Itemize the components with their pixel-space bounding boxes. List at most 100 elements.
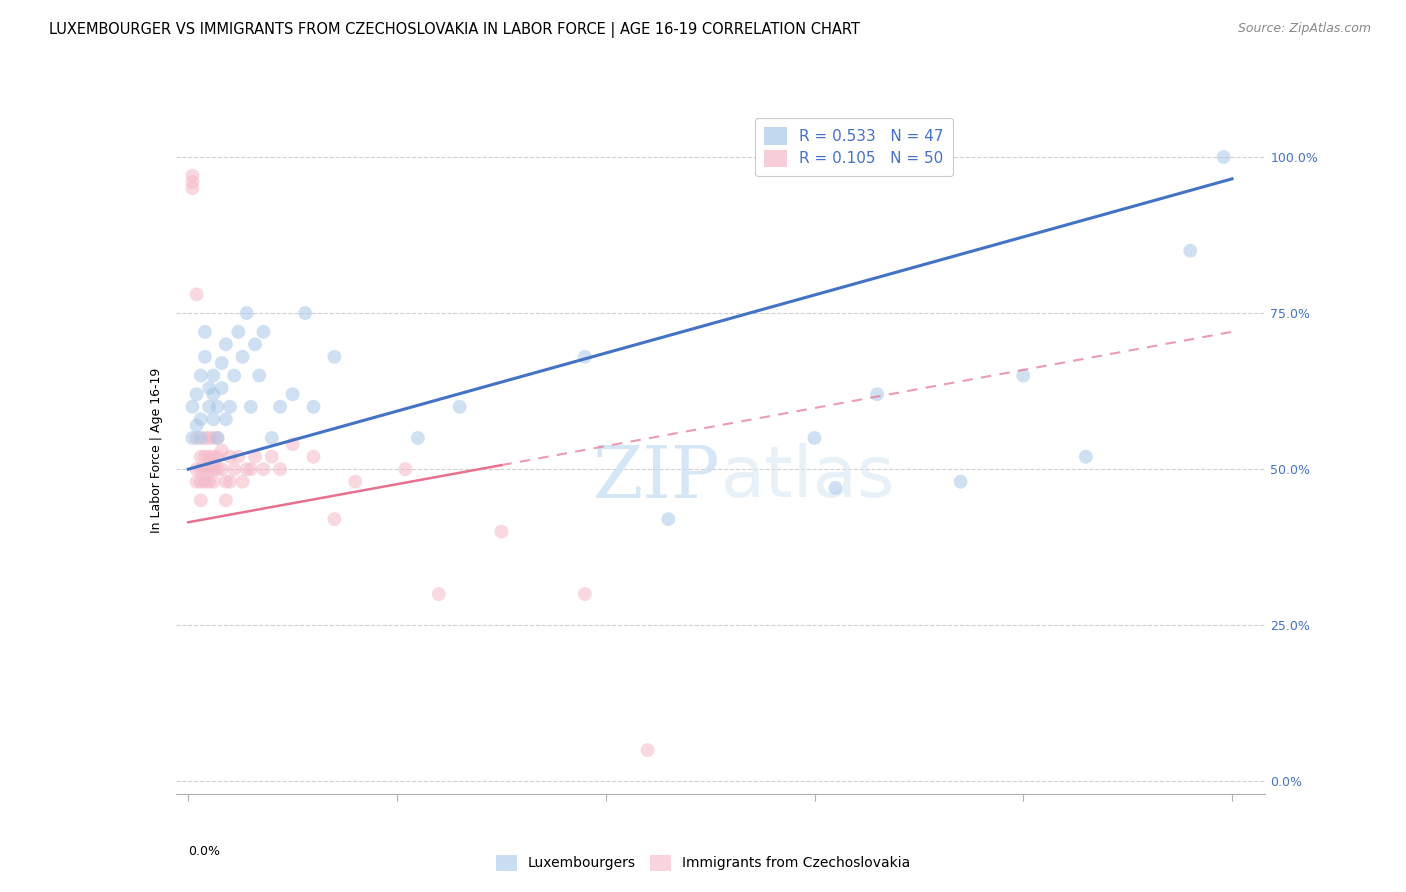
Point — [252, 325, 274, 339]
Point — [1212, 150, 1234, 164]
Point — [190, 412, 212, 426]
Text: Source: ZipAtlas.com: Source: ZipAtlas.com — [1237, 22, 1371, 36]
Point — [190, 493, 212, 508]
Point — [181, 431, 204, 445]
Point — [198, 475, 221, 489]
Point — [215, 412, 238, 426]
Point — [574, 350, 596, 364]
Point — [207, 400, 229, 414]
Point — [194, 475, 217, 489]
Point — [202, 368, 225, 383]
Point — [252, 462, 274, 476]
Point — [949, 475, 972, 489]
Point — [449, 400, 471, 414]
Point — [803, 431, 825, 445]
Point — [194, 350, 217, 364]
Point — [232, 475, 254, 489]
Point — [219, 450, 242, 464]
Point — [186, 462, 208, 476]
Point — [207, 462, 229, 476]
Point — [198, 450, 221, 464]
Point — [181, 169, 204, 183]
Point — [211, 356, 233, 370]
Point — [302, 400, 325, 414]
Point — [190, 462, 212, 476]
Point — [186, 287, 208, 301]
Point — [224, 462, 246, 476]
Point — [186, 475, 208, 489]
Point — [181, 181, 204, 195]
Text: LUXEMBOURGER VS IMMIGRANTS FROM CZECHOSLOVAKIA IN LABOR FORCE | AGE 16-19 CORREL: LUXEMBOURGER VS IMMIGRANTS FROM CZECHOSL… — [49, 22, 860, 38]
Point — [202, 475, 225, 489]
Point — [260, 450, 283, 464]
Point — [243, 337, 266, 351]
Point — [202, 387, 225, 401]
Point — [228, 450, 250, 464]
Point — [657, 512, 679, 526]
Point — [194, 462, 217, 476]
Point — [198, 431, 221, 445]
Point — [239, 400, 262, 414]
Point — [190, 368, 212, 383]
Point — [866, 387, 889, 401]
Point — [198, 381, 221, 395]
Point — [219, 400, 242, 414]
Point — [406, 431, 429, 445]
Point — [211, 443, 233, 458]
Point — [186, 387, 208, 401]
Point — [281, 437, 304, 451]
Point — [228, 325, 250, 339]
Legend: R = 0.533   N = 47, R = 0.105   N = 50: R = 0.533 N = 47, R = 0.105 N = 50 — [755, 118, 953, 177]
Point — [194, 431, 217, 445]
Point — [1074, 450, 1097, 464]
Point — [198, 400, 221, 414]
Point — [247, 368, 270, 383]
Point — [215, 475, 238, 489]
Y-axis label: In Labor Force | Age 16-19: In Labor Force | Age 16-19 — [149, 368, 163, 533]
Point — [181, 175, 204, 189]
Point — [190, 475, 212, 489]
Point — [186, 418, 208, 433]
Point — [186, 431, 208, 445]
Point — [824, 481, 846, 495]
Point — [202, 412, 225, 426]
Point — [1180, 244, 1202, 258]
Point — [198, 462, 221, 476]
Point — [202, 462, 225, 476]
Point — [637, 743, 659, 757]
Point — [427, 587, 450, 601]
Point — [190, 431, 212, 445]
Point — [239, 462, 262, 476]
Point — [302, 450, 325, 464]
Point — [235, 306, 257, 320]
Point — [243, 450, 266, 464]
Point — [394, 462, 416, 476]
Point — [294, 306, 316, 320]
Point — [269, 462, 291, 476]
Point — [207, 431, 229, 445]
Point — [323, 512, 346, 526]
Point — [211, 381, 233, 395]
Point — [194, 450, 217, 464]
Point — [260, 431, 283, 445]
Point — [224, 368, 246, 383]
Point — [215, 337, 238, 351]
Point — [215, 493, 238, 508]
Point — [207, 431, 229, 445]
Point — [202, 431, 225, 445]
Point — [232, 350, 254, 364]
Point — [207, 450, 229, 464]
Point — [1012, 368, 1035, 383]
Point — [269, 400, 291, 414]
Point — [181, 400, 204, 414]
Point — [235, 462, 257, 476]
Point — [211, 462, 233, 476]
Legend: Luxembourgers, Immigrants from Czechoslovakia: Luxembourgers, Immigrants from Czechoslo… — [491, 849, 915, 876]
Point — [281, 387, 304, 401]
Point — [219, 475, 242, 489]
Point — [202, 450, 225, 464]
Text: 0.0%: 0.0% — [188, 846, 221, 858]
Point — [323, 350, 346, 364]
Point — [574, 587, 596, 601]
Point — [194, 325, 217, 339]
